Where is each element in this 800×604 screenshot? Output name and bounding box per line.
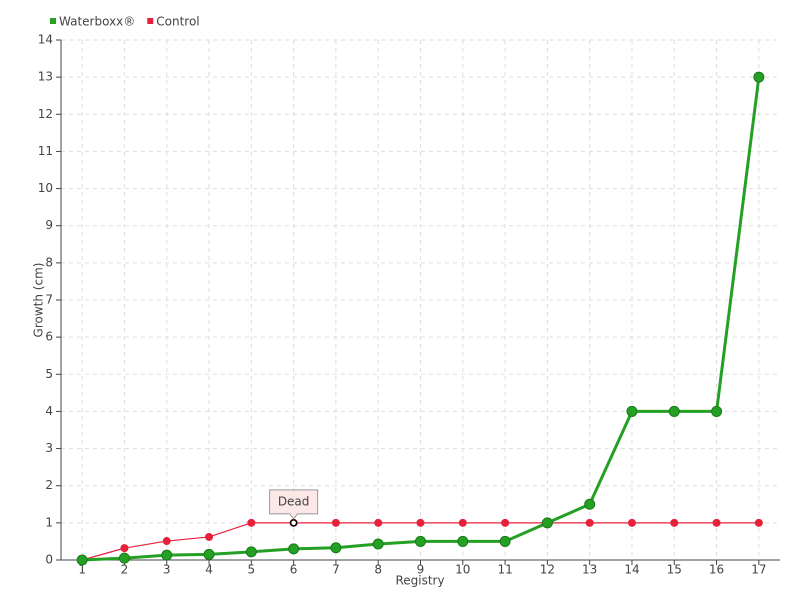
data-point bbox=[585, 518, 594, 527]
y-tick-label: 14 bbox=[38, 33, 53, 47]
data-point bbox=[457, 535, 469, 547]
data-point bbox=[668, 405, 680, 417]
data-point bbox=[374, 518, 383, 527]
x-tick-label: 10 bbox=[455, 563, 470, 577]
y-tick-label: 11 bbox=[38, 144, 53, 158]
data-point bbox=[372, 538, 384, 550]
y-tick-label: 9 bbox=[45, 218, 53, 232]
x-tick-label: 6 bbox=[290, 563, 298, 577]
data-point bbox=[754, 518, 763, 527]
data-point bbox=[416, 518, 425, 527]
annotation-box bbox=[269, 489, 319, 520]
data-point bbox=[118, 552, 130, 564]
data-point bbox=[415, 535, 426, 547]
x-tick-label: 14 bbox=[624, 563, 639, 577]
data-point bbox=[712, 518, 721, 527]
data-point bbox=[162, 537, 171, 546]
y-tick-label: 0 bbox=[45, 553, 53, 567]
x-tick-label: 15 bbox=[667, 563, 682, 577]
x-tick-label: 7 bbox=[332, 563, 340, 577]
data-point bbox=[161, 549, 173, 561]
x-tick-label: 12 bbox=[540, 563, 555, 577]
annotation-label: Dead bbox=[278, 494, 310, 508]
x-tick-label: 16 bbox=[709, 563, 724, 577]
y-tick-label: 6 bbox=[45, 330, 53, 344]
x-tick-label: 9 bbox=[417, 563, 425, 577]
data-point bbox=[626, 405, 638, 417]
data-point bbox=[245, 546, 257, 558]
x-tick-label: 4 bbox=[205, 563, 213, 577]
data-point bbox=[247, 518, 256, 527]
data-point bbox=[584, 498, 596, 510]
legend-label[interactable]: Waterboxx® bbox=[59, 15, 135, 29]
data-point bbox=[76, 554, 88, 566]
y-tick-label: 8 bbox=[45, 255, 53, 269]
data-point bbox=[203, 548, 215, 560]
data-point bbox=[501, 518, 510, 527]
x-tick-label: 1 bbox=[78, 563, 86, 577]
data-point bbox=[331, 518, 340, 527]
data-point bbox=[541, 517, 553, 529]
series-line bbox=[82, 76, 761, 562]
x-tick-label: 11 bbox=[497, 563, 512, 577]
x-tick-label: 3 bbox=[163, 563, 171, 577]
data-point bbox=[330, 542, 342, 554]
x-tick-label: 13 bbox=[582, 563, 597, 577]
y-axis-label: Growth (cm) bbox=[32, 263, 46, 338]
x-tick-label: 5 bbox=[248, 563, 256, 577]
data-point bbox=[753, 71, 765, 83]
x-tick-label: 8 bbox=[374, 563, 382, 577]
legend-marker[interactable] bbox=[147, 18, 154, 24]
y-tick-label: 10 bbox=[38, 181, 53, 195]
y-tick-label: 1 bbox=[45, 515, 53, 529]
legend-label[interactable]: Control bbox=[156, 15, 199, 29]
data-point bbox=[120, 544, 129, 553]
y-tick-label: 4 bbox=[45, 404, 53, 418]
x-tick-label: 2 bbox=[121, 563, 129, 577]
y-tick-label: 2 bbox=[45, 478, 53, 492]
x-axis-label: Registry bbox=[395, 574, 444, 588]
data-point bbox=[288, 543, 300, 555]
legend-marker[interactable] bbox=[50, 18, 56, 24]
y-tick-label: 5 bbox=[45, 367, 53, 381]
data-point bbox=[499, 535, 511, 547]
y-tick-label: 3 bbox=[45, 441, 53, 455]
y-tick-label: 13 bbox=[38, 70, 53, 84]
annotated-point bbox=[289, 519, 298, 527]
data-point bbox=[627, 518, 636, 527]
data-point bbox=[711, 405, 723, 417]
y-tick-label: 12 bbox=[38, 107, 53, 121]
data-point bbox=[670, 518, 679, 527]
data-point bbox=[205, 532, 214, 541]
x-tick-label: 17 bbox=[751, 563, 766, 577]
data-point bbox=[458, 518, 467, 527]
y-tick-label: 7 bbox=[45, 293, 53, 307]
